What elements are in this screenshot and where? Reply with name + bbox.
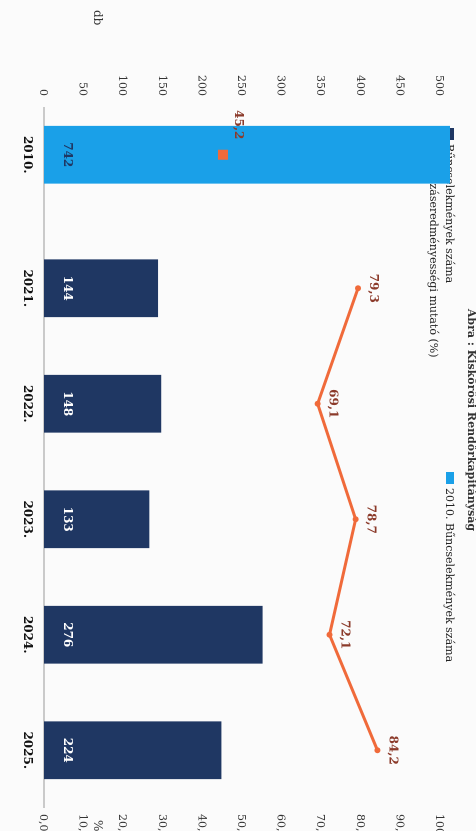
header-fragment: Ábra : Kiskőrösi Rendőrkapitányság xyxy=(465,308,476,532)
bars: 742 144 148 133 276 224 xyxy=(44,125,450,780)
line-value-label: 72,1 xyxy=(339,620,353,649)
bar xyxy=(44,721,222,780)
legend-swatch xyxy=(446,472,454,484)
category-label: 2010. xyxy=(21,136,35,174)
right-tick-label: 100,0 xyxy=(433,814,446,831)
efficiency-line: 45,2 79,3 69,1 78,7 72,1 84,2 xyxy=(217,110,400,765)
line-marker xyxy=(217,149,228,160)
line-marker xyxy=(314,400,321,407)
left-tick-label: 400 xyxy=(354,75,367,96)
line-value-label: 45,2 xyxy=(232,110,246,139)
right-tick-label: 20,0 xyxy=(116,814,129,831)
bar xyxy=(44,490,150,549)
category-labels: 2010. 2021. 2022. 2023. 2024. 2025. xyxy=(21,136,35,769)
category-label: 2024. xyxy=(21,616,35,654)
line-value-label: 78,7 xyxy=(365,505,379,534)
right-tick-label: 50,0 xyxy=(235,814,248,831)
right-tick-label: 80,0 xyxy=(354,814,367,831)
line-value-label: 69,1 xyxy=(327,389,341,418)
left-tick-label: 250 xyxy=(235,75,248,96)
right-tick-label: 60,0 xyxy=(275,814,288,831)
bar-value-label: 224 xyxy=(61,738,75,763)
left-tick-label: 350 xyxy=(314,75,327,96)
left-tick-label: 500 xyxy=(433,75,446,96)
left-tick-label: 300 xyxy=(275,75,288,96)
line-marker xyxy=(326,631,333,638)
bar xyxy=(44,259,159,318)
legend-label: Nyomozáseredményességi mutató (%) xyxy=(427,144,440,358)
left-tick-label: 100 xyxy=(116,75,129,96)
legend-label: 2010. Bűncselekmények száma xyxy=(443,488,456,663)
bar-value-label: 144 xyxy=(61,276,75,301)
bar-value-label: 276 xyxy=(61,622,75,647)
left-tick-label: 0 xyxy=(37,89,50,96)
category-label: 2025. xyxy=(21,731,35,769)
line-marker xyxy=(355,285,362,292)
legend: Bűncselekmények számaNyomozáseredményess… xyxy=(427,126,456,663)
right-tick-label: 30,0 xyxy=(156,814,169,831)
right-tick-label: 90,0 xyxy=(393,814,406,831)
bar xyxy=(44,605,263,664)
left-tick-label: 200 xyxy=(195,75,208,96)
bar xyxy=(44,125,450,184)
right-tick-label: 0,0 xyxy=(37,814,50,831)
bar-value-label: 148 xyxy=(61,391,75,416)
line-marker xyxy=(352,516,359,523)
left-tick-label: 450 xyxy=(393,75,406,96)
right-axis-unit: % xyxy=(91,820,105,831)
left-tick-label: 50 xyxy=(77,82,90,96)
bar-value-label: 133 xyxy=(61,507,75,532)
bar xyxy=(44,374,162,433)
line-marker xyxy=(374,747,381,754)
right-tick-label: 40,0 xyxy=(195,814,208,831)
category-label: 2021. xyxy=(21,269,35,307)
left-axis-unit: db xyxy=(91,10,105,26)
left-tick-label: 150 xyxy=(156,75,169,96)
category-label: 2023. xyxy=(21,500,35,538)
category-label: 2022. xyxy=(21,385,35,423)
line-value-label: 79,3 xyxy=(367,274,381,303)
right-tick-label: 70,0 xyxy=(314,814,327,831)
line-value-label: 84,2 xyxy=(386,736,400,765)
bar-value-label: 742 xyxy=(61,142,75,167)
right-tick-label: 10,0 xyxy=(77,814,90,831)
